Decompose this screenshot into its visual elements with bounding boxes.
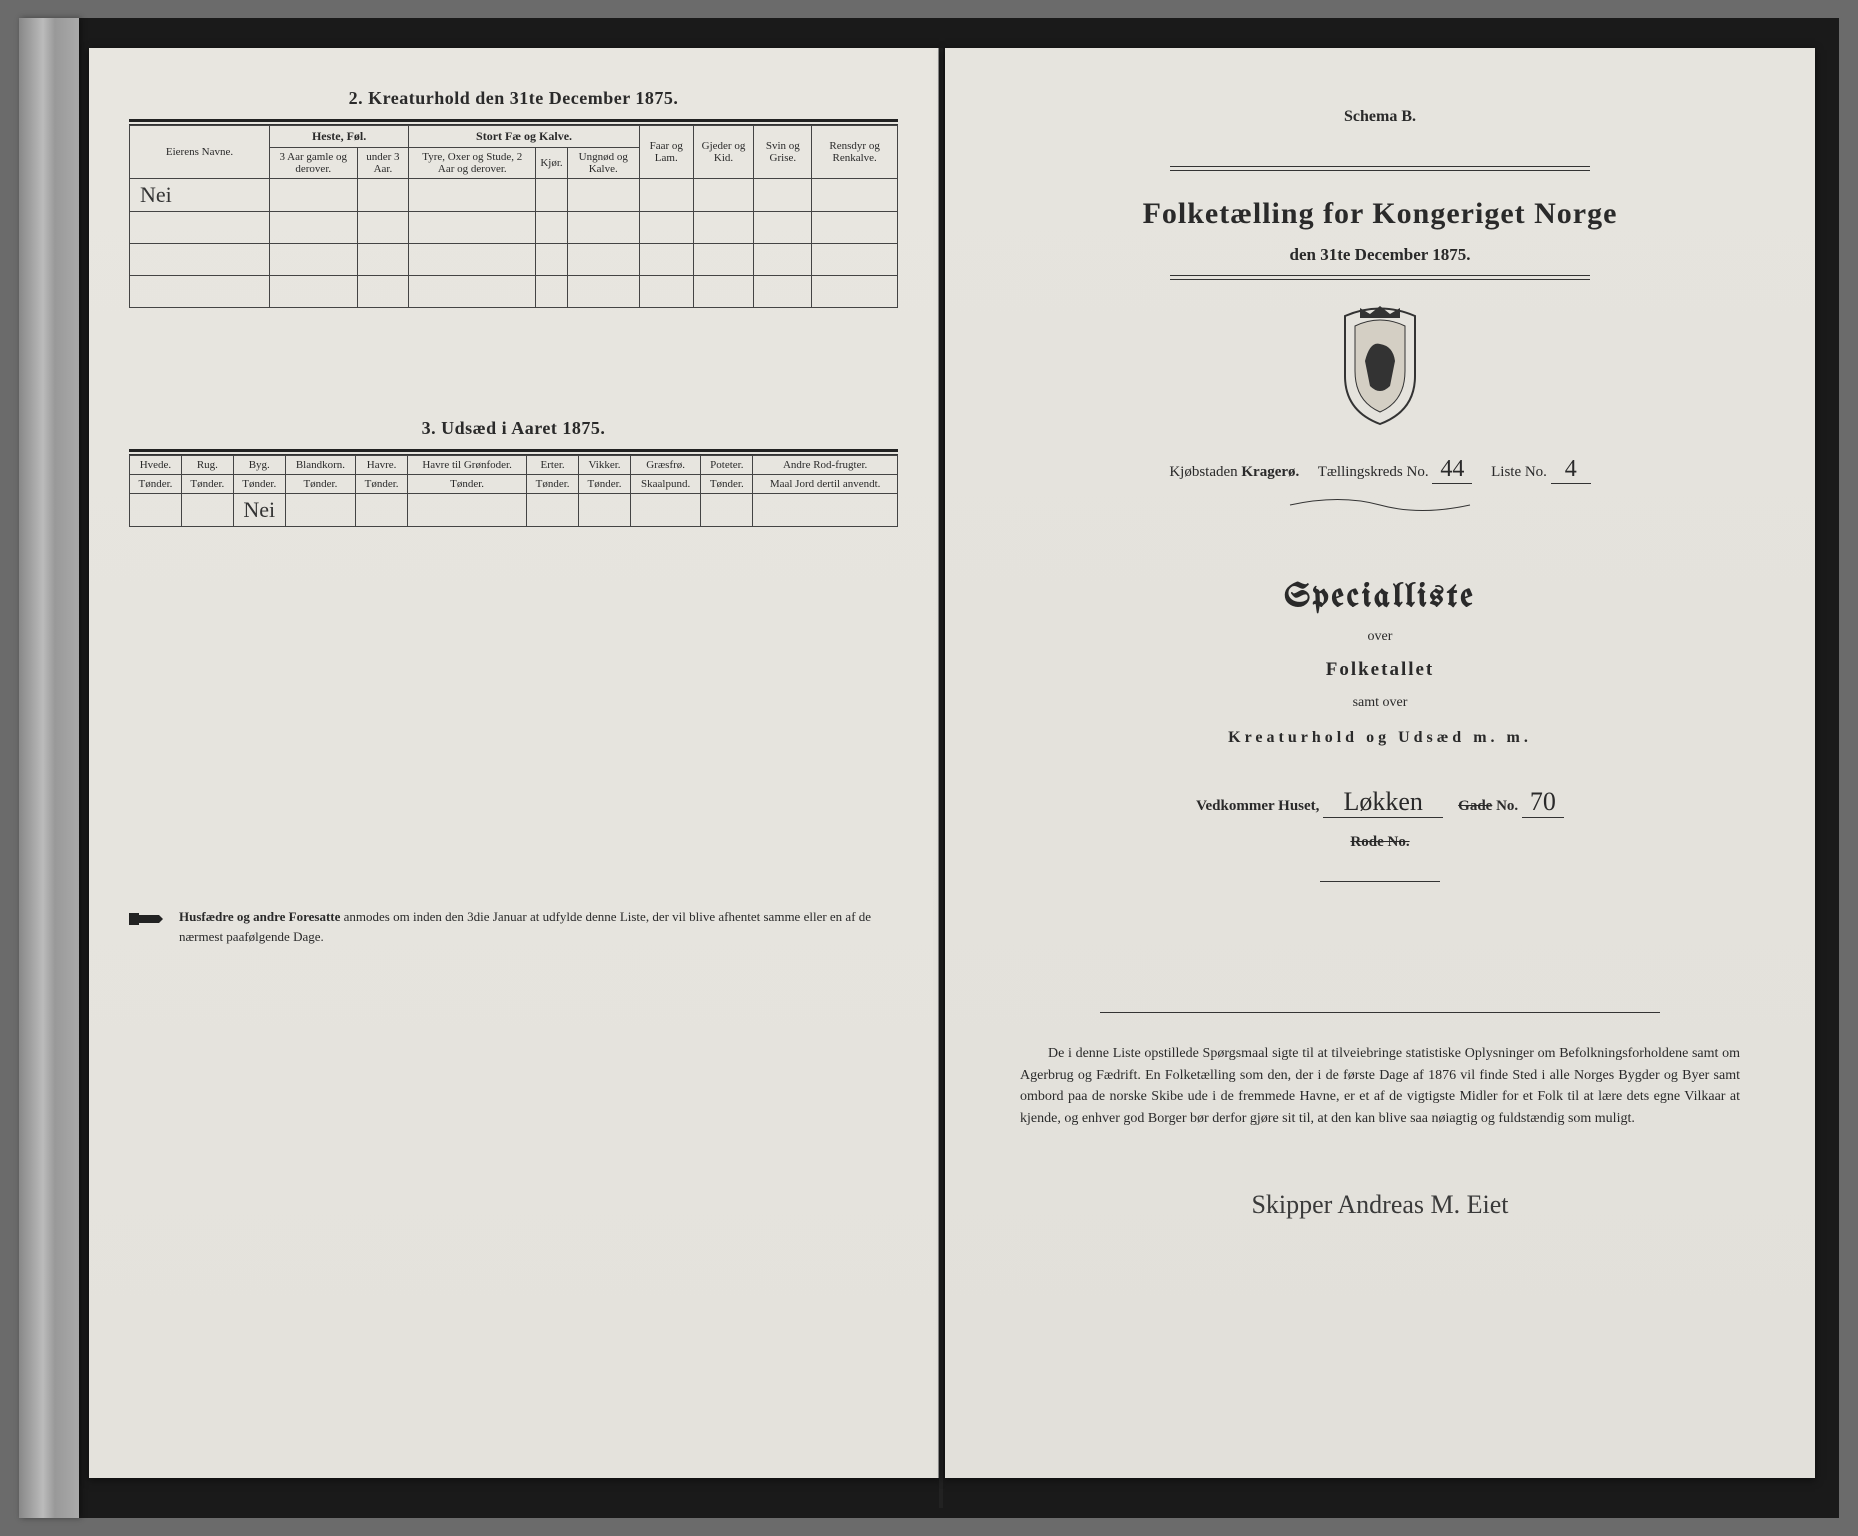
unit: Tønder. (356, 475, 408, 494)
page-gutter (939, 48, 943, 1508)
book-binding-edge (19, 18, 79, 1518)
col-heste-b: under 3 Aar. (357, 148, 409, 179)
unit: Tønder. (285, 475, 355, 494)
house-no: 70 (1522, 787, 1564, 818)
rode-label-strike: Rode No. (1350, 834, 1409, 850)
unit: Maal Jord dertil anvendt. (753, 475, 898, 494)
col-vikker: Vikker. (579, 456, 631, 475)
rule (1100, 1012, 1660, 1013)
table-row: Nei (130, 179, 898, 212)
flourish-icon (1280, 496, 1480, 514)
col-stort-a: Tyre, Oxer og Stude, 2 Aar og derover. (409, 148, 536, 179)
rule (129, 119, 898, 122)
coat-of-arms-icon (1325, 306, 1435, 426)
kreds-label: Tællingskreds No. (1318, 464, 1429, 480)
folketallet-label: Folketallet (985, 659, 1775, 681)
town-label: Kjøbstaden (1169, 464, 1237, 480)
col-faar: Faar og Lam. (639, 126, 693, 179)
col-heste-a: 3 Aar gamle og derover. (270, 148, 358, 179)
col-erter: Erter. (527, 456, 579, 475)
unit: Tønder. (233, 475, 285, 494)
col-rug: Rug. (181, 456, 233, 475)
table-row: Nei (130, 494, 898, 527)
rode-line: Rode No. (985, 834, 1775, 851)
table-row (130, 244, 898, 276)
house-name: Løkken (1323, 787, 1443, 818)
footnote: Husfædre og andre Foresatte anmodes om i… (129, 907, 898, 946)
left-page: 2. Kreaturhold den 31te December 1875. E… (89, 48, 939, 1478)
scan-frame: 2. Kreaturhold den 31te December 1875. E… (19, 18, 1839, 1518)
liste-label: Liste No. (1491, 464, 1547, 480)
footnote-text: Husfædre og andre Foresatte anmodes om i… (179, 907, 898, 946)
col-poteter: Poteter. (701, 456, 753, 475)
rule (129, 449, 898, 452)
col-andre: Andre Rod-frugter. (753, 456, 898, 475)
no-label: No. (1496, 798, 1518, 814)
sub-date: den 31te December 1875. (985, 245, 1775, 265)
unit: Tønder. (579, 475, 631, 494)
over-label: over (985, 629, 1775, 645)
unit: Tønder. (181, 475, 233, 494)
section2-title: 2. Kreaturhold den 31te December 1875. (129, 88, 898, 109)
unit: Tønder. (701, 475, 753, 494)
udsaed-table: Hvede. Rug. Byg. Blandkorn. Havre. Havre… (129, 455, 898, 527)
owner-cell: Nei (130, 179, 270, 212)
unit: Tønder. (130, 475, 182, 494)
rule (1170, 279, 1590, 280)
house-line: Vedkommer Huset, Løkken Gade No. 70 (985, 787, 1775, 818)
meta-line: Kjøbstaden Kragerø. Tællingskreds No. 44… (985, 456, 1775, 484)
unit: Tønder. (527, 475, 579, 494)
kreatur-label: Kreaturhold og Udsæd m. m. (985, 729, 1775, 747)
col-group-stort: Stort Fæ og Kalve. (409, 126, 640, 148)
col-graesfro: Græsfrø. (630, 456, 700, 475)
unit: Tønder. (408, 475, 527, 494)
right-page: Schema B. Folketælling for Kongeriget No… (945, 48, 1815, 1478)
footnote-lead: Husfædre og andre Foresatte (179, 909, 340, 924)
gade-label-strike: Gade (1458, 798, 1492, 814)
rule (1320, 881, 1440, 882)
unit: Skaalpund. (630, 475, 700, 494)
house-label: Vedkommer Huset, (1196, 798, 1319, 814)
col-stort-b: Kjør. (536, 148, 567, 179)
col-havre: Havre. (356, 456, 408, 475)
col-hvede: Hvede. (130, 456, 182, 475)
col-gjeder: Gjeder og Kid. (693, 126, 754, 179)
town-name: Kragerø. (1241, 464, 1299, 480)
table-row (130, 276, 898, 308)
udsaed-cell: Nei (233, 494, 285, 527)
main-title: Folketælling for Kongeriget Norge (985, 197, 1775, 231)
col-stort-c: Ungnød og Kalve. (567, 148, 639, 179)
samt-over-label: samt over (985, 695, 1775, 711)
liste-value: 4 (1551, 456, 1591, 484)
col-ren: Rensdyr og Renkalve. (812, 126, 898, 179)
col-owner: Eierens Navne. (130, 126, 270, 179)
col-svin: Svin og Grise. (754, 126, 812, 179)
section3-title: 3. Udsæd i Aaret 1875. (129, 418, 898, 439)
col-blandkorn: Blandkorn. (285, 456, 355, 475)
signature: Skipper Andreas M. Eiet (985, 1190, 1775, 1220)
schema-label: Schema B. (985, 108, 1775, 126)
kreaturhold-table: Eierens Navne. Heste, Føl. Stort Fæ og K… (129, 125, 898, 308)
col-byg: Byg. (233, 456, 285, 475)
col-group-heste: Heste, Føl. (270, 126, 409, 148)
pointing-hand-icon (129, 910, 165, 928)
col-havre-gron: Havre til Grønfoder. (408, 456, 527, 475)
rule (1170, 170, 1590, 171)
kreds-value: 44 (1432, 456, 1472, 484)
specialliste-title: Specialliste (985, 579, 1775, 615)
table-row (130, 212, 898, 244)
body-paragraph: De i denne Liste opstillede Spørgsmaal s… (1020, 1043, 1740, 1130)
